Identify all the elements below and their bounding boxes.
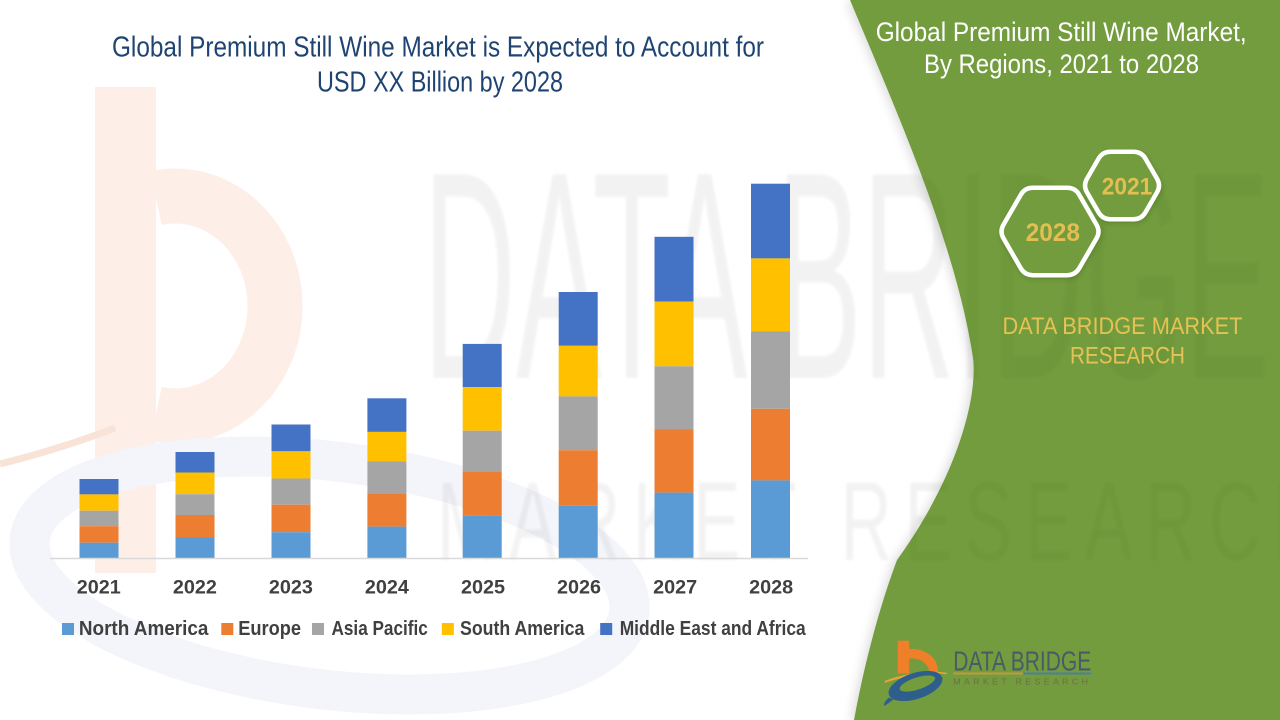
svg-text:2025: 2025 xyxy=(461,576,505,598)
svg-text:DATA BRIDGE MARKET: DATA BRIDGE MARKET xyxy=(1003,313,1243,340)
svg-text:2028: 2028 xyxy=(749,576,793,598)
svg-text:South America: South America xyxy=(460,618,585,640)
svg-text:North America: North America xyxy=(79,618,209,640)
svg-text:By Regions, 2021 to 2028: By Regions, 2021 to 2028 xyxy=(924,49,1199,79)
svg-text:2028: 2028 xyxy=(1026,219,1080,247)
svg-text:2021: 2021 xyxy=(1102,173,1152,200)
svg-text:Europe: Europe xyxy=(238,618,301,640)
svg-text:USD XX Billion by 2028: USD XX Billion by 2028 xyxy=(317,67,563,99)
svg-text:2022: 2022 xyxy=(173,576,217,598)
svg-text:Global Premium Still Wine Mark: Global Premium Still Wine Market, xyxy=(876,17,1247,47)
svg-text:Asia Pacific: Asia Pacific xyxy=(332,618,428,640)
svg-text:2024: 2024 xyxy=(365,576,409,598)
svg-text:2026: 2026 xyxy=(557,576,601,598)
svg-text:RESEARCH: RESEARCH xyxy=(1070,343,1185,370)
svg-text:Middle East and Africa: Middle East and Africa xyxy=(620,618,807,640)
svg-text:2027: 2027 xyxy=(653,576,697,598)
svg-text:2023: 2023 xyxy=(269,576,313,598)
svg-text:Global Premium Still Wine Mark: Global Premium Still Wine Market is Expe… xyxy=(112,32,764,64)
svg-text:MARKET RESEARCH: MARKET RESEARCH xyxy=(953,677,1091,687)
svg-text:2021: 2021 xyxy=(77,576,121,598)
svg-text:DATA BRIDGE: DATA BRIDGE xyxy=(953,645,1091,676)
